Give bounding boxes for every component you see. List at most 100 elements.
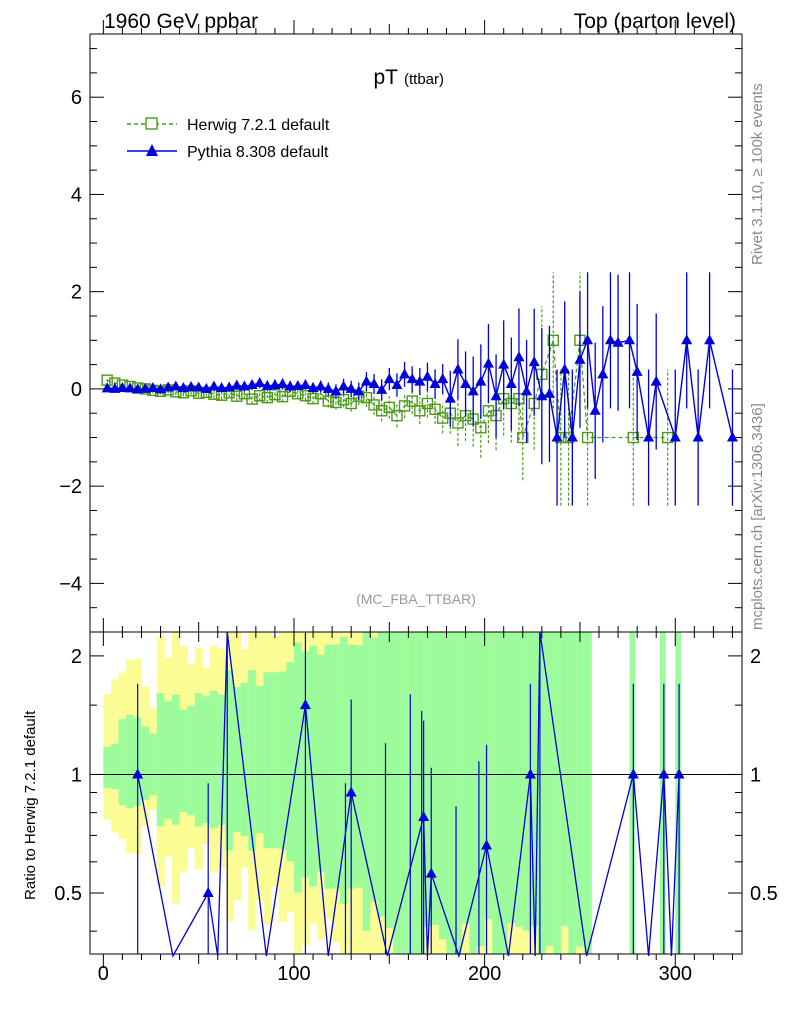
herwig-point bbox=[429, 403, 441, 416]
pythia-point bbox=[582, 334, 594, 345]
ratio-band-green bbox=[286, 662, 295, 862]
ratio-band-green bbox=[545, 632, 554, 946]
pythia-point bbox=[147, 381, 159, 392]
pythia-point bbox=[376, 383, 388, 394]
ratio-band-green bbox=[225, 670, 234, 851]
ratio-band-green bbox=[370, 637, 379, 902]
pythia-point bbox=[429, 378, 441, 389]
ratio-band-green bbox=[118, 719, 127, 806]
pythia-point bbox=[208, 380, 220, 391]
x-tick-label: 200 bbox=[468, 963, 501, 985]
pythia-point bbox=[277, 378, 289, 389]
pythia-point bbox=[261, 379, 273, 390]
herwig-point bbox=[383, 401, 396, 414]
y-tick-label: −4 bbox=[59, 573, 82, 595]
pythia-point bbox=[315, 380, 327, 391]
ratio-band-green bbox=[141, 726, 150, 801]
pythia-point bbox=[414, 375, 426, 386]
ratio-band-green bbox=[431, 632, 440, 925]
plot-title-sub: (ttbar) bbox=[404, 71, 444, 88]
ratio-ylabel: Ratio to Herwig 7.2.1 default bbox=[22, 710, 39, 900]
pythia-point bbox=[360, 375, 372, 386]
pythia-point bbox=[391, 379, 403, 390]
y-tick-label: −2 bbox=[59, 476, 82, 498]
ratio-band-green bbox=[553, 632, 562, 954]
pythia-point bbox=[322, 382, 334, 393]
herwig-point bbox=[246, 393, 258, 405]
pythia-point bbox=[681, 334, 693, 345]
ratio-band-green bbox=[385, 632, 394, 928]
ratio-band-green bbox=[339, 636, 348, 904]
pythia-point bbox=[406, 373, 418, 384]
pythia-point bbox=[704, 334, 716, 345]
ratio-point bbox=[481, 839, 493, 850]
ratio-band-green bbox=[187, 705, 196, 816]
herwig-point bbox=[253, 390, 266, 402]
pythia-point bbox=[726, 431, 738, 442]
ratio-band-green bbox=[103, 746, 112, 788]
y-tick-label: 6 bbox=[71, 87, 82, 109]
plot-title: pT bbox=[373, 66, 398, 89]
ratio-band-green bbox=[492, 632, 501, 954]
y-tick-label: 4 bbox=[71, 184, 82, 206]
pythia-point bbox=[353, 385, 365, 396]
ratio-data-layer bbox=[90, 631, 742, 959]
pythia-point bbox=[551, 431, 563, 442]
pythia-point bbox=[604, 334, 616, 345]
ratio-band-green bbox=[110, 743, 119, 790]
legend: Herwig 7.2.1 default Pythia 8.308 defaul… bbox=[127, 117, 330, 161]
x-tick-label: 0 bbox=[98, 963, 109, 985]
ratio-band-green bbox=[309, 645, 318, 887]
pythia-point bbox=[460, 378, 472, 389]
pythia-point bbox=[692, 431, 704, 442]
herwig-point bbox=[360, 391, 373, 404]
pythia-point bbox=[452, 363, 464, 374]
ratio-y-tick-label-right: 0.5 bbox=[750, 883, 778, 905]
ratio-band-green bbox=[362, 632, 371, 931]
ratio-plot-frame bbox=[89, 631, 743, 955]
legend-entry-herwig: Herwig 7.2.1 default bbox=[127, 117, 330, 134]
pythia-point bbox=[101, 382, 113, 393]
herwig-point bbox=[261, 391, 273, 404]
main-y-ticks: −4 −2 0 2 4 6 bbox=[59, 48, 742, 633]
pythia-point bbox=[589, 404, 601, 415]
pythia-point bbox=[543, 387, 555, 398]
ratio-band-green bbox=[560, 632, 569, 927]
ratio-band-green bbox=[156, 692, 165, 827]
ratio-band-green bbox=[324, 644, 333, 889]
pythia-point bbox=[292, 379, 304, 390]
ratio-band-green bbox=[217, 694, 226, 825]
pythia-point bbox=[574, 353, 586, 364]
pythia-point bbox=[284, 380, 296, 391]
main-data-layer bbox=[101, 272, 738, 506]
ratio-band-green bbox=[499, 632, 508, 954]
ratio-band-green bbox=[469, 632, 478, 954]
pythia-point bbox=[383, 373, 395, 384]
pythia-point bbox=[185, 380, 197, 391]
ratio-band-green bbox=[240, 682, 249, 837]
pythia-point bbox=[109, 382, 121, 393]
main-plot-panel: −4 −2 0 2 4 6 pT (ttbar) Herwig 7.2.1 default… bbox=[59, 33, 743, 633]
ratio-band-green bbox=[171, 694, 181, 825]
x-tick-label: 100 bbox=[277, 963, 310, 985]
herwig-point bbox=[421, 397, 434, 410]
herwig-point bbox=[517, 431, 529, 444]
pythia-point bbox=[132, 383, 144, 394]
ratio-band-green bbox=[393, 632, 402, 954]
mcplots-label: mcplots.cern.ch [arXiv:1306.3436] bbox=[749, 403, 766, 630]
herwig-point bbox=[375, 405, 388, 417]
herwig-point bbox=[414, 405, 426, 417]
herwig-point bbox=[406, 395, 418, 407]
ratio-band-green bbox=[423, 632, 432, 927]
ratio-point bbox=[299, 699, 311, 710]
pythia-point bbox=[643, 431, 655, 442]
ratio-band-green bbox=[232, 686, 242, 833]
ratio-point bbox=[425, 867, 437, 878]
ratio-y-tick-label: 2 bbox=[71, 646, 82, 668]
ratio-band-green bbox=[629, 632, 636, 954]
herwig-point bbox=[452, 417, 464, 429]
pythia-point bbox=[650, 375, 662, 386]
ratio-band-green bbox=[164, 701, 173, 820]
pythia-point bbox=[193, 381, 205, 392]
